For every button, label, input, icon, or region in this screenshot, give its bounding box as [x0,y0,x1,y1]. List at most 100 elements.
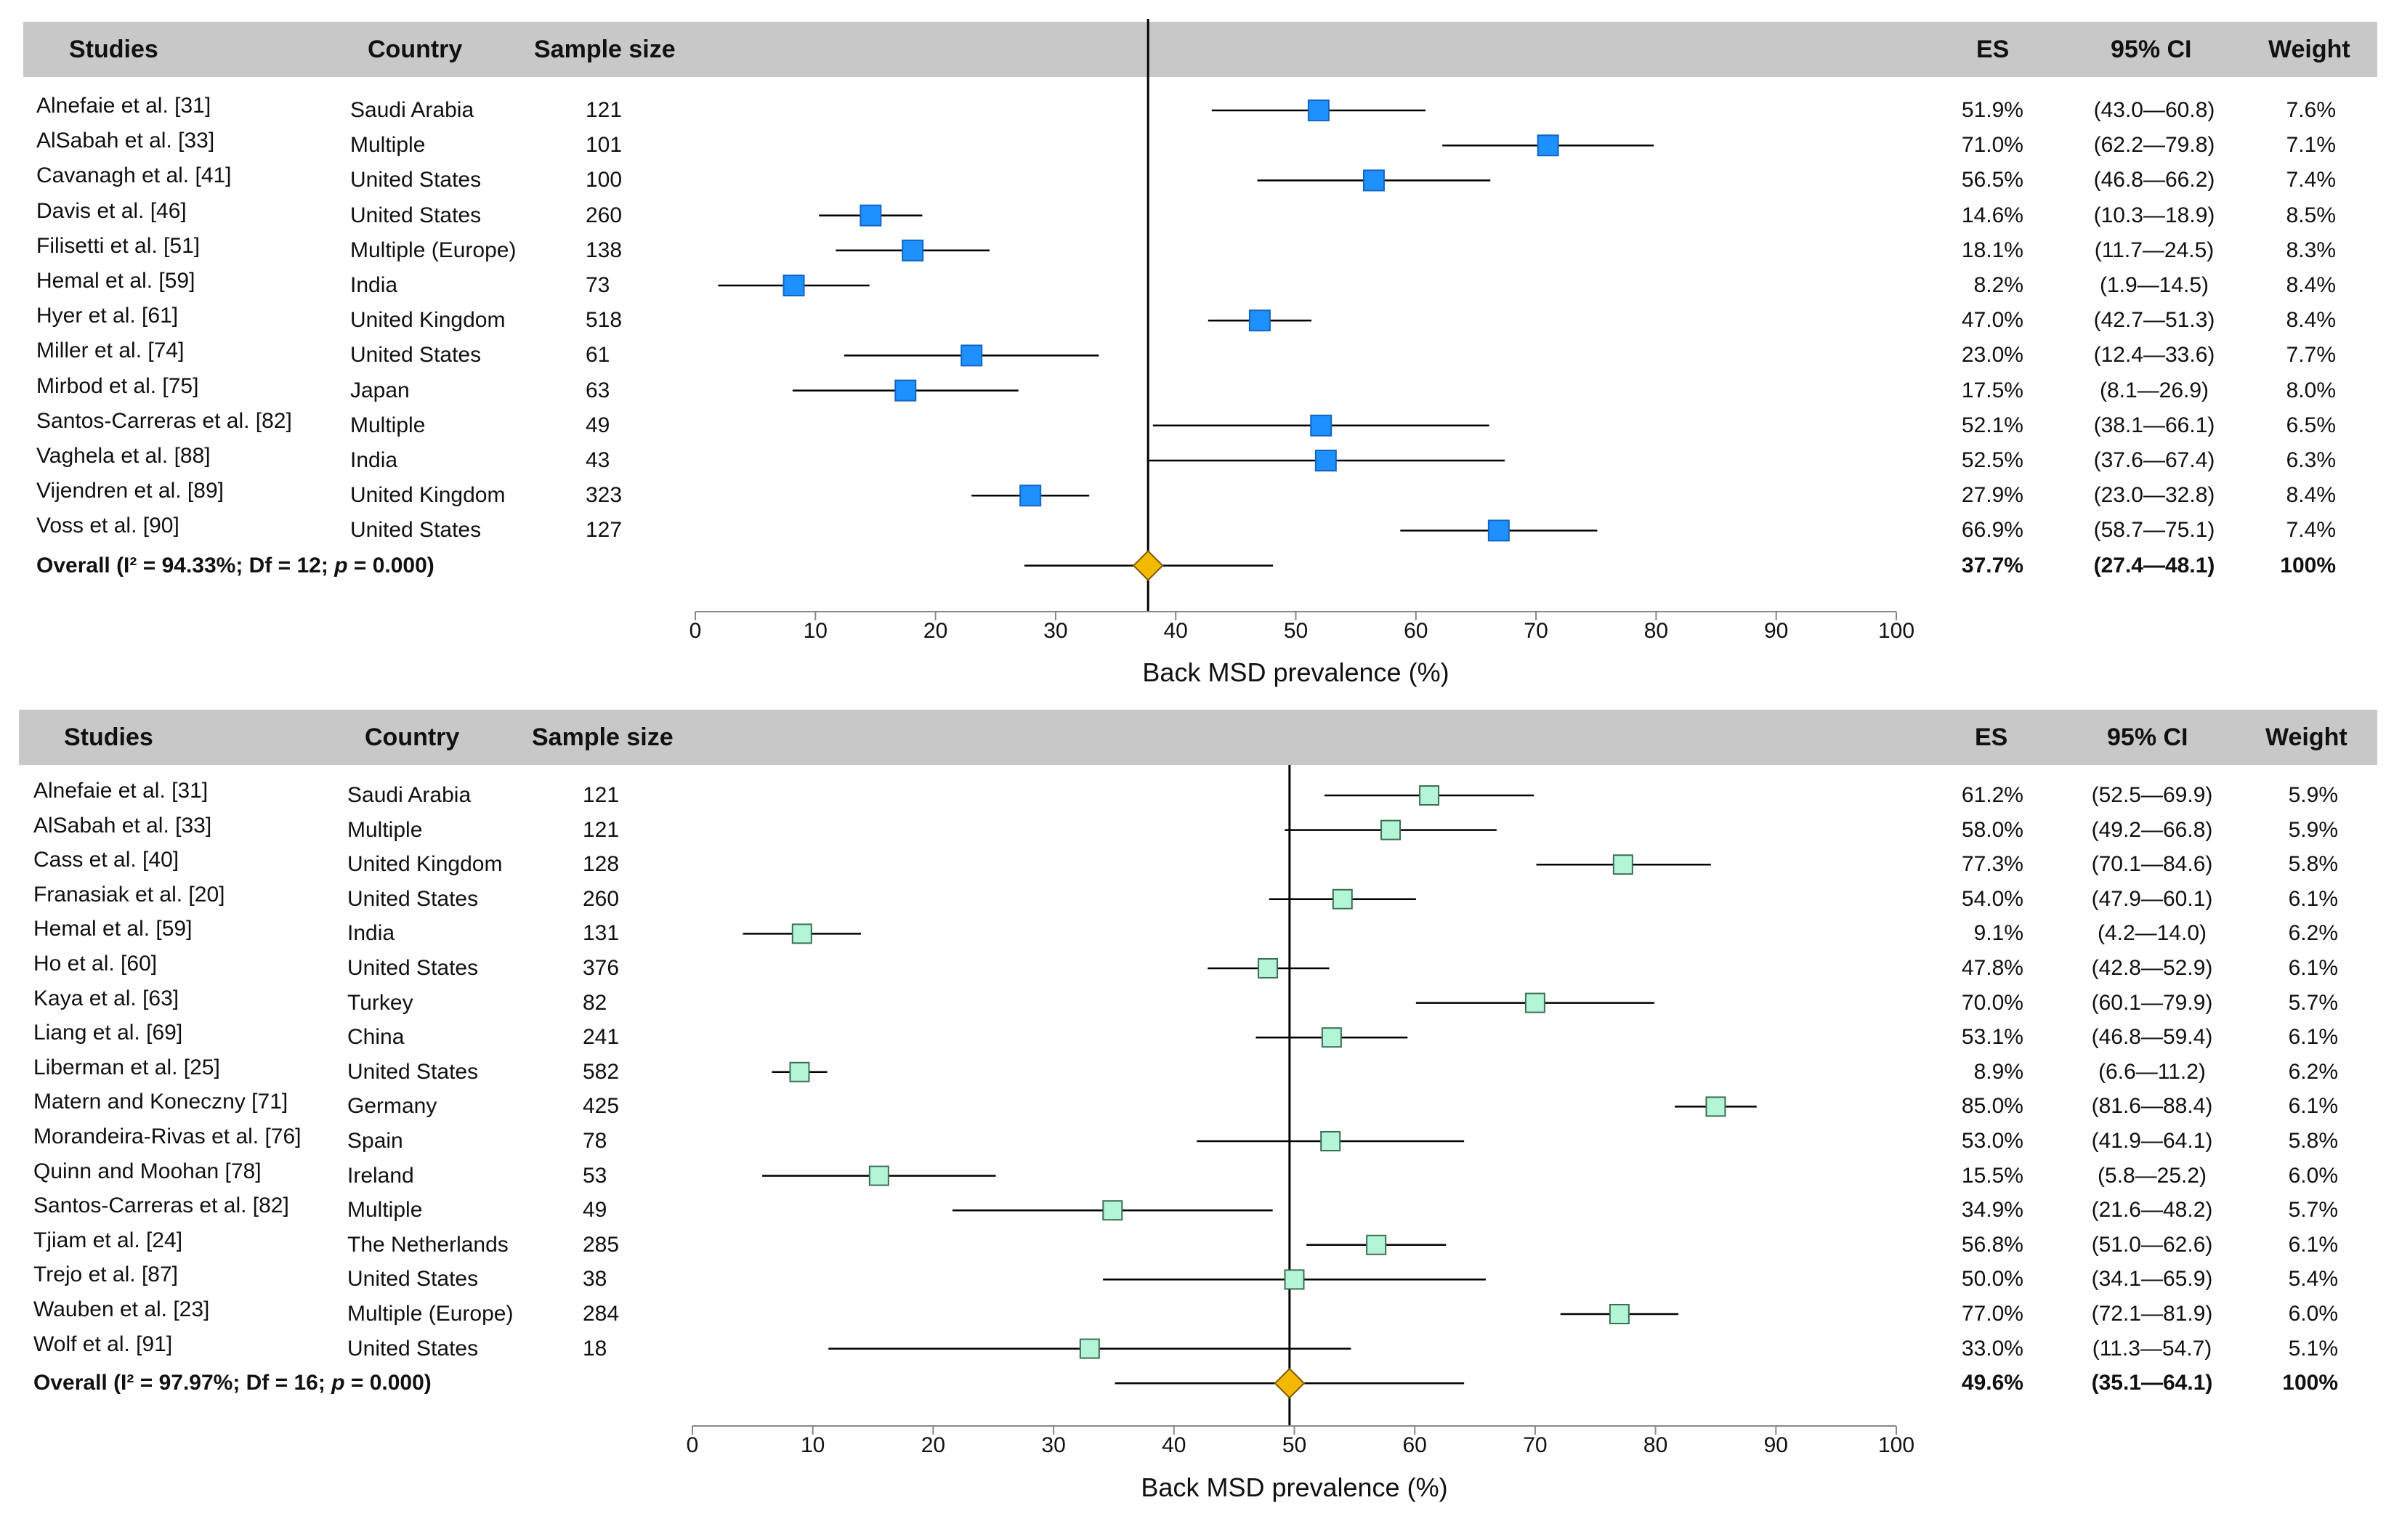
study-country: Germany [347,1094,437,1119]
study-name: Cass et al. [40] [33,848,179,872]
study-ci: (60.1—79.9) [2091,990,2213,1015]
header-sample-size: Sample size [532,724,674,751]
effect-size-marker [1487,519,1510,542]
study-weight: 7.6% [2286,98,2336,122]
effect-size-marker [1310,414,1332,437]
study-es: 8.9% [1973,1059,2023,1084]
study-name: Ho et al. [60] [33,952,158,976]
study-name: Vaghela et al. [88] [36,444,211,468]
header-es: ES [1975,724,2008,751]
study-sample-size: 78 [583,1129,607,1153]
study-ci: (1.9—14.5) [2099,273,2209,297]
study-es: 8.2% [1973,273,2023,297]
study-country: India [347,921,395,946]
study-ci: (70.1—84.6) [2091,852,2213,877]
study-sample-size: 425 [583,1094,620,1119]
forest-chart-svg: 0 10 20 30 40 50 60 70 80 90 100 Back MSD prevalenc… [687,765,1914,1502]
study-weight: 8.0% [2286,378,2336,402]
overall-label-p: p [331,1371,345,1395]
study-name: Santos-Carreras et al. [82] [33,1194,289,1218]
study-sample-size: 18 [583,1336,607,1361]
study-sample-size: 241 [583,1025,620,1050]
study-ci: (46.8—59.4) [2091,1025,2213,1050]
x-axis-title: Back MSD prevalence (%) [1141,1472,1447,1502]
header-es: ES [1976,36,2010,63]
study-es: 47.8% [1961,956,2023,980]
study-sample-size: 121 [586,98,623,122]
study-es: 52.1% [1961,413,2023,437]
study-name: Hyer et al. [61] [36,304,179,328]
overall-diamond [1132,550,1164,582]
study-weight: 7.4% [2286,518,2336,543]
study-country: Saudi Arabia [347,783,472,807]
study-name: Liberman et al. [25] [33,1055,220,1079]
overall-label-prefix: Overall (I² = 94.33%; Df = 12; [36,553,335,578]
study-country: Saudi Arabia [350,98,474,122]
overall-weight: 100% [2280,553,2336,578]
study-sample-size: 38 [583,1267,607,1292]
overall-label-suffix: = 0.000) [347,553,434,578]
x-axis-title: Back MSD prevalence (%) [1142,657,1449,687]
effect-size-marker [1248,309,1271,332]
study-ci: (41.9—64.1) [2091,1129,2213,1153]
study-weight: 7.4% [2286,168,2336,192]
effect-size-marker [1284,1269,1305,1290]
study-es: 17.5% [1961,378,2023,402]
study-sample-size: 582 [583,1059,620,1084]
study-country: United Kingdom [350,308,506,333]
study-es: 47.0% [1961,308,2023,333]
x-tick-label: 30 [1043,619,1067,643]
x-tick-label: 40 [1164,619,1188,643]
study-weight: 6.1% [2288,956,2338,980]
study-es: 27.9% [1961,483,2023,508]
study-ci: (58.7—75.1) [2093,518,2215,543]
study-weight: 6.1% [2288,1232,2338,1257]
study-country: United States [347,1336,479,1361]
study-ci: (49.2—66.8) [2091,817,2213,842]
study-country: China [347,1025,405,1050]
study-es: 70.0% [1961,990,2023,1015]
study-name: AlSabah et al. [33] [36,129,215,153]
study-country: United States [350,168,482,192]
study-country: Multiple [347,1198,423,1223]
study-country: Multiple [347,817,423,842]
study-name: Miller et al. [74] [36,339,185,363]
study-country: United States [350,203,482,227]
x-tick-label: 90 [1764,1433,1788,1457]
header-studies: Studies [64,724,153,751]
study-country: Multiple (Europe) [350,238,517,262]
study-weight: 6.0% [2288,1163,2338,1188]
effect-size-marker [1320,1131,1341,1151]
effect-size-marker [961,344,983,367]
study-name: Filisetti et al. [51] [36,233,201,258]
study-name: Alnefaie et al. [31] [33,779,209,803]
header-ci: 95% CI [2107,724,2188,751]
study-ci: (11.3—54.7) [2092,1336,2212,1361]
study-country: United States [350,343,482,368]
study-sample-size: 260 [586,203,623,227]
study-sample-size: 61 [586,343,610,368]
effect-size-marker [1102,1200,1123,1221]
x-tick-label: 40 [1162,1433,1186,1457]
study-sample-size: 121 [583,783,620,807]
effect-size-marker [1419,785,1440,806]
study-ci: (5.8—25.2) [2097,1163,2207,1188]
study-weight: 6.2% [2288,1059,2338,1084]
study-name: Kaya et al. [63] [33,986,179,1010]
study-country: Multiple [350,413,426,437]
study-es: 58.0% [1961,817,2023,842]
study-ci: (11.7—24.5) [2094,238,2215,262]
study-country: United States [347,1267,479,1292]
study-weight: 6.3% [2286,448,2336,472]
study-name: Quinn and Moohan [78] [33,1159,262,1183]
study-ci: (4.2—14.0) [2097,921,2207,946]
effect-size-marker [902,239,924,262]
effect-size-marker [1705,1096,1726,1117]
overall-es: 49.6% [1961,1371,2023,1395]
study-weight: 6.2% [2288,921,2338,946]
effect-size-marker [1314,450,1337,471]
study-sample-size: 63 [586,378,610,402]
study-country: United Kingdom [347,852,503,877]
study-weight: 5.8% [2288,1129,2338,1153]
study-name: Wauben et al. [23] [33,1297,210,1321]
